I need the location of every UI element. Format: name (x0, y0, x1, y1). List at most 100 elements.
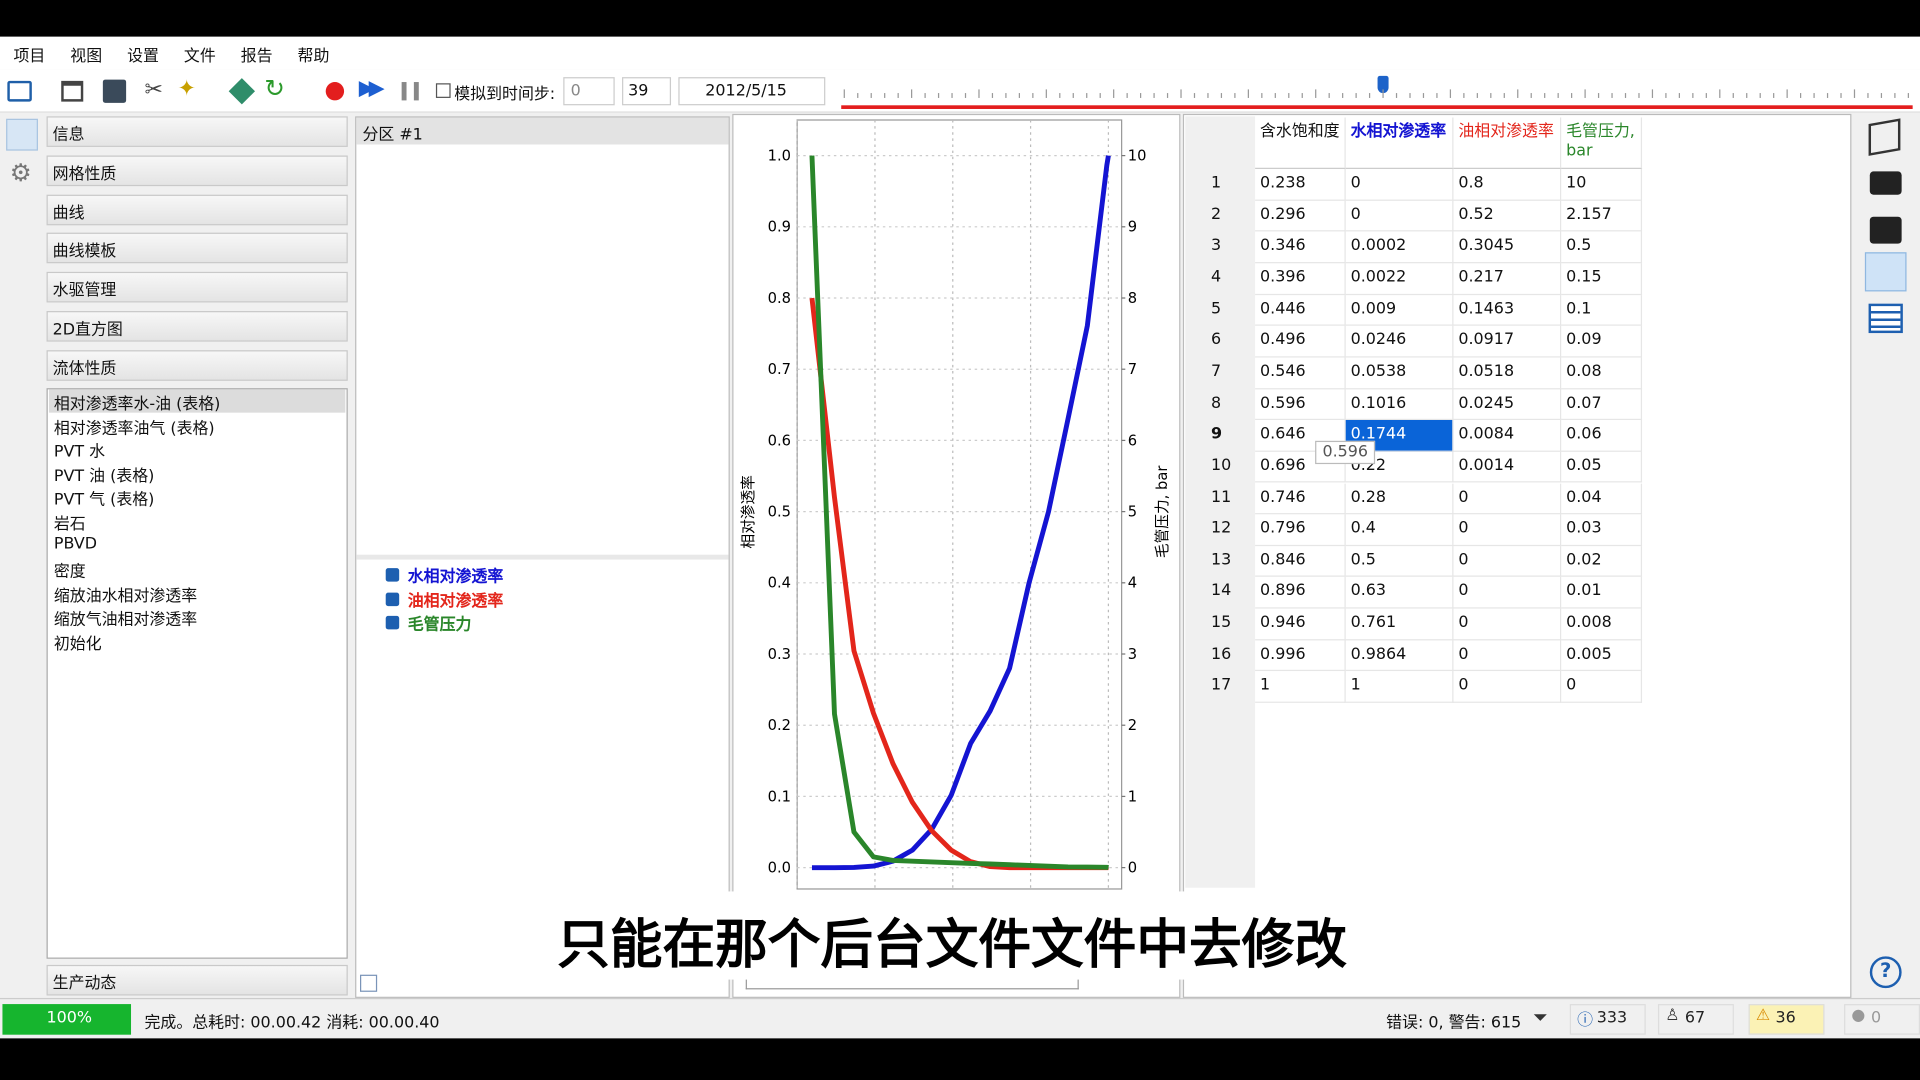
table-cell[interactable]: 10 (1561, 168, 1643, 201)
table-cell[interactable]: 0 (1453, 577, 1562, 609)
table-cell[interactable]: 0.217 (1453, 263, 1562, 295)
menu-item[interactable]: 文件 (183, 47, 216, 67)
section-button[interactable]: 流体性质 (46, 349, 348, 381)
count-badge-bg[interactable] (1569, 1004, 1646, 1035)
table-cell[interactable]: 0.09 (1561, 326, 1643, 358)
table-cell[interactable]: 0.15 (1561, 263, 1643, 295)
table-cell[interactable]: 0.3045 (1453, 231, 1562, 264)
grid-icon[interactable] (228, 78, 255, 105)
list-item[interactable]: 初始化 (53, 635, 102, 654)
table-cell[interactable]: 0.0084 (1453, 420, 1562, 452)
help-button[interactable]: ? (1869, 956, 1902, 989)
view3d-icon[interactable] (1868, 118, 1901, 156)
list-item[interactable]: PVT 水 (53, 443, 106, 462)
table-cell[interactable]: 0 (1453, 608, 1562, 641)
table-cell[interactable]: 0.52 (1453, 200, 1562, 232)
legend-checkbox[interactable] (385, 568, 400, 582)
table-cell[interactable]: 0.0014 (1453, 451, 1562, 484)
table-cell[interactable]: 0.446 (1255, 294, 1346, 327)
table-cell[interactable]: 0.04 (1561, 483, 1643, 515)
table-cell[interactable]: 0.005 (1561, 640, 1643, 672)
menu-item[interactable]: 项目 (13, 47, 46, 67)
table-cell[interactable]: 0.646 (1255, 420, 1346, 452)
table-cell[interactable]: 0 (1453, 545, 1562, 578)
section-button[interactable]: 生产动态 (46, 964, 348, 996)
table-cell[interactable]: 0.28 (1345, 483, 1454, 515)
pause-button[interactable] (401, 82, 419, 101)
list-item[interactable]: 岩石 (53, 515, 86, 534)
table-cell[interactable]: 0.1744 (1345, 420, 1454, 452)
table-cell[interactable]: 0.796 (1255, 514, 1346, 546)
new-icon[interactable] (7, 80, 32, 102)
table-cell[interactable]: 0.546 (1255, 357, 1346, 389)
record-button[interactable] (325, 82, 345, 101)
table-cell[interactable]: 0.5 (1345, 545, 1454, 578)
count-value[interactable]: 36 (1775, 1008, 1796, 1028)
print-icon[interactable] (1869, 216, 1902, 244)
legend-entry[interactable]: 水相对渗透率 (407, 568, 504, 587)
list-item[interactable]: PVT 油 (表格) (53, 467, 155, 486)
table-cell[interactable]: 0.0246 (1345, 326, 1454, 358)
table-cell[interactable]: 0.9864 (1345, 640, 1454, 672)
table-cell[interactable]: 0.0518 (1453, 357, 1562, 389)
table-cell[interactable]: 0.496 (1255, 326, 1346, 358)
list-item[interactable]: PBVD (53, 534, 98, 553)
table-cell[interactable]: 0.0538 (1345, 357, 1454, 389)
curve-icon[interactable] (1864, 252, 1907, 292)
table-cell[interactable]: 0.02 (1561, 545, 1643, 578)
table-cell[interactable]: 0 (1453, 640, 1562, 672)
table-cell[interactable]: 0.0245 (1453, 388, 1562, 421)
step-from-spin[interactable]: 0 (563, 77, 615, 106)
legend-entry[interactable]: 毛管压力 (407, 616, 472, 635)
table-icon[interactable] (1868, 303, 1903, 334)
section-button[interactable]: 网格性质 (46, 155, 348, 186)
count-value[interactable]: 67 (1684, 1008, 1706, 1028)
list-item[interactable]: 相对渗透率水-油 (表格) (48, 389, 346, 414)
table-cell[interactable]: 0.296 (1255, 200, 1346, 232)
timeline[interactable] (839, 70, 1917, 112)
table-cell[interactable]: 0.4 (1345, 514, 1454, 546)
table-cell[interactable]: 0.1016 (1345, 388, 1454, 421)
tree-icon[interactable] (6, 118, 38, 151)
list-item[interactable]: 相对渗透率油气 (表格) (53, 419, 215, 438)
save-icon[interactable] (102, 79, 127, 103)
table-cell[interactable]: 0.01 (1561, 577, 1643, 609)
list-item[interactable]: 密度 (53, 563, 86, 582)
table-cell[interactable]: 0.746 (1255, 483, 1346, 515)
table-cell[interactable]: 0.996 (1255, 640, 1346, 672)
table-cell[interactable]: 0.0002 (1345, 231, 1454, 264)
count-value[interactable]: 0 (1871, 1008, 1882, 1028)
table-cell[interactable]: 0.1 (1561, 294, 1643, 327)
sim-checkbox[interactable] (435, 83, 451, 98)
table-cell[interactable]: 1 (1345, 671, 1454, 703)
table-cell[interactable]: 2.157 (1561, 200, 1643, 232)
camera-icon[interactable] (1869, 171, 1902, 195)
table-cell[interactable]: 0 (1345, 168, 1454, 201)
list-item[interactable]: PVT 气 (表格) (53, 491, 155, 510)
table-cell[interactable]: 0.0022 (1345, 263, 1454, 295)
section-button[interactable]: 曲线模板 (46, 233, 348, 264)
count-value[interactable]: 333 (1596, 1008, 1628, 1028)
table-cell[interactable]: 0.8 (1453, 168, 1562, 201)
table-cell[interactable]: 0.05 (1561, 451, 1643, 484)
section-button[interactable]: 曲线 (46, 194, 348, 225)
table-cell[interactable]: 0.63 (1345, 577, 1454, 609)
timeline-thumb[interactable] (1377, 75, 1389, 94)
menu-item[interactable]: 帮助 (297, 47, 330, 67)
list-item[interactable]: 缩放气油相对渗透率 (53, 611, 198, 630)
table-cell[interactable]: 0.596 (1255, 388, 1346, 421)
table-cell[interactable]: 0.396 (1255, 263, 1346, 295)
list-item[interactable]: 缩放油水相对渗透率 (53, 587, 198, 606)
table-cell[interactable]: 0 (1453, 483, 1562, 515)
menu-item[interactable]: 报告 (240, 47, 273, 67)
section-button[interactable]: 2D直方图 (46, 311, 348, 342)
section-button[interactable]: 信息 (46, 116, 348, 147)
table-cell[interactable]: 0.008 (1561, 608, 1643, 641)
legend-checkbox[interactable] (385, 616, 400, 630)
table-cell[interactable]: 0.846 (1255, 545, 1346, 578)
legend-entry[interactable]: 油相对渗透率 (407, 592, 504, 611)
wand-icon[interactable]: ✦ (177, 75, 197, 102)
count-badge-bg[interactable] (1844, 1004, 1920, 1035)
count-badge-bg[interactable] (1657, 1004, 1734, 1035)
table-cell[interactable]: 0.06 (1561, 420, 1643, 452)
